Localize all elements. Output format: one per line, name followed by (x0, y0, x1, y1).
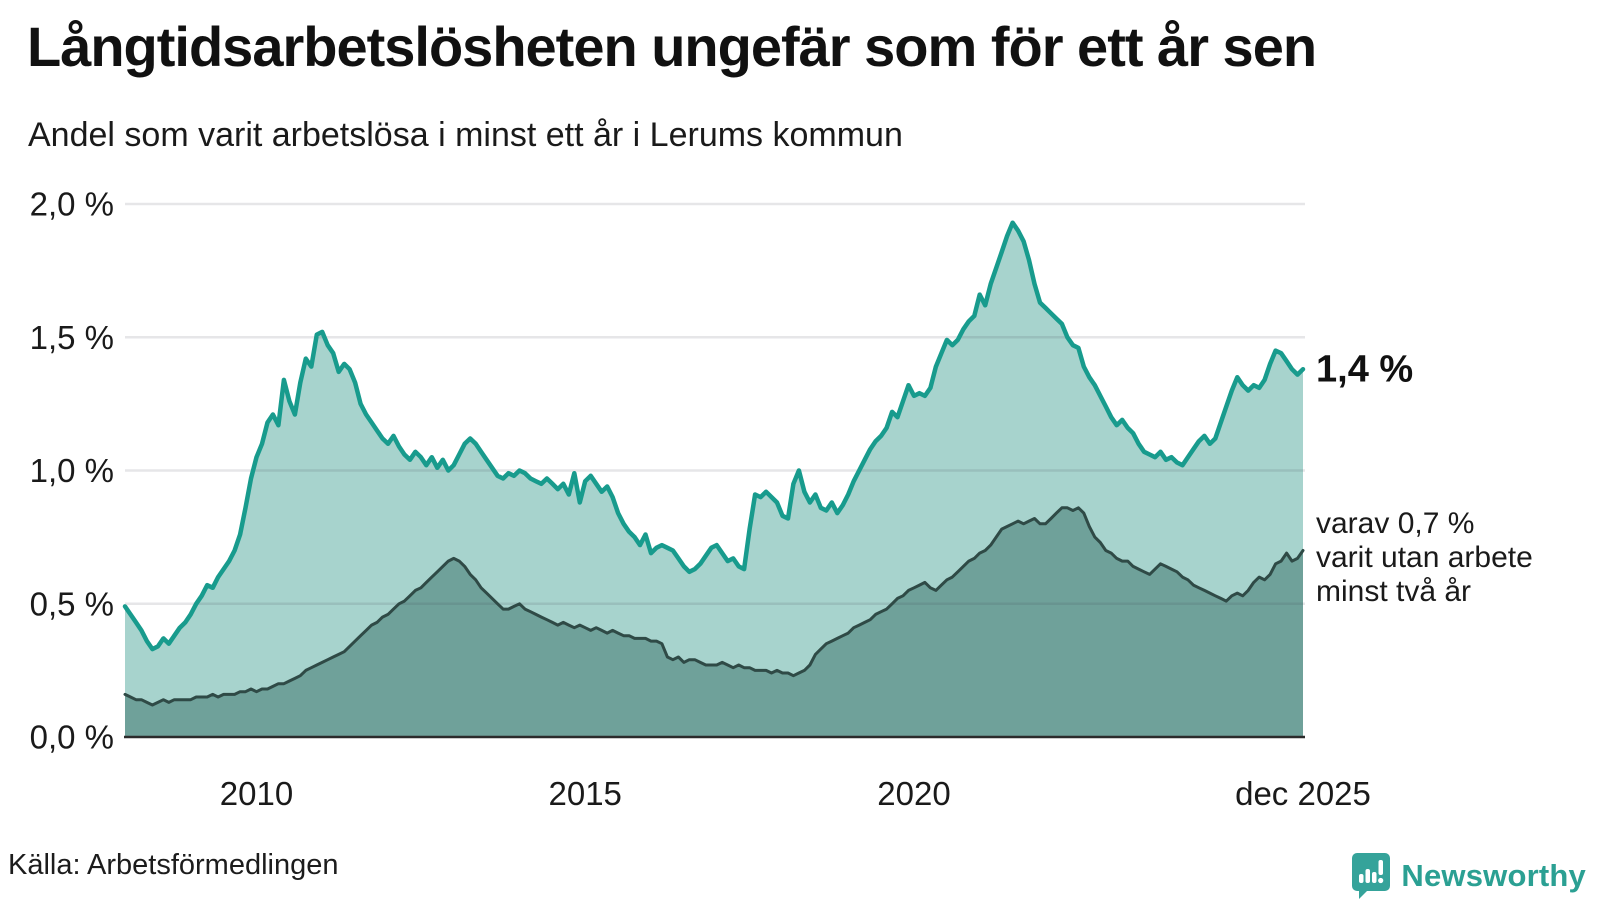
x-axis-label: 2015 (548, 775, 621, 812)
y-axis-label: 2,0 % (30, 186, 114, 223)
secondary-annotation: varav 0,7 % varit utan arbete minst två … (1316, 507, 1533, 609)
line-at-least-one-year (122, 220, 1306, 652)
x-axis-label: 2020 (877, 775, 950, 812)
y-axis-label: 1,5 % (30, 319, 114, 356)
source-label: Källa: Arbetsförmedlingen (8, 849, 339, 881)
y-axis-label: 1,0 % (30, 452, 114, 489)
area-fill-at-least-two-years (125, 507, 1303, 737)
logo-bubble-icon (1352, 853, 1391, 899)
secondary-annotation-line2: varit utan arbete (1316, 541, 1533, 574)
newsworthy-logo: Newsworthy (1351, 852, 1586, 900)
y-axis-label: 0,5 % (30, 585, 114, 622)
line-at-least-two-years (123, 506, 1305, 707)
page-title: Långtidsarbetslösheten ungefär som för e… (27, 15, 1317, 78)
secondary-annotation-line1: varav 0,7 % (1316, 507, 1475, 540)
logo-text: Newsworthy (1401, 858, 1586, 893)
secondary-annotation-line3: minst två år (1316, 575, 1472, 608)
page-subtitle: Andel som varit arbetslösa i minst ett å… (28, 116, 903, 154)
last-value-label: 1,4 % (1316, 348, 1414, 391)
y-axis-label: 0,0 % (30, 719, 114, 756)
x-axis-label: 2010 (220, 775, 293, 812)
x-axis-label: dec 2025 (1235, 775, 1371, 812)
area-fill-at-least-one-year (125, 222, 1303, 705)
